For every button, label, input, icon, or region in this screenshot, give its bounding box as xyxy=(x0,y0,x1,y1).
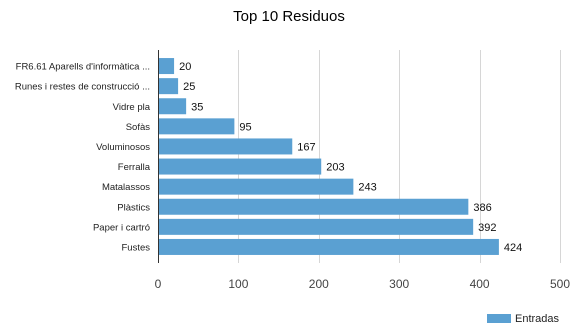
x-tick-label: 0 xyxy=(155,277,162,291)
value-label: 386 xyxy=(473,202,491,214)
bar xyxy=(159,58,175,75)
chart-title: Top 10 Residuos xyxy=(233,8,345,25)
category-labels: FR6.61 Aparells d'informàtica ... Runes i… xyxy=(15,62,151,254)
bar xyxy=(159,158,322,175)
x-axis-tick-labels: 0 100 200 300 400 500 xyxy=(155,277,571,291)
category-label: Voluminosos xyxy=(96,142,150,153)
value-label: 20 xyxy=(179,61,191,73)
gridlines xyxy=(158,50,561,263)
value-label: 243 xyxy=(358,182,376,194)
category-label: Plàstics xyxy=(117,202,150,213)
value-label: 25 xyxy=(183,81,195,93)
bar xyxy=(159,98,187,115)
category-label: FR6.61 Aparells d'informàtica ... xyxy=(16,62,150,73)
value-label: 424 xyxy=(504,242,522,254)
category-label: Fustes xyxy=(121,242,150,253)
category-label: Vidre pla xyxy=(113,102,151,113)
x-tick-label: 200 xyxy=(309,277,329,291)
bars xyxy=(159,58,499,255)
x-tick-label: 100 xyxy=(228,277,248,291)
category-label: Paper i cartró xyxy=(93,222,150,233)
value-label: 95 xyxy=(239,121,251,133)
legend-swatch xyxy=(487,314,511,323)
value-label: 203 xyxy=(326,162,344,174)
bar xyxy=(159,138,293,155)
category-label: Matalassos xyxy=(102,182,150,193)
x-tick-label: 500 xyxy=(550,277,570,291)
value-label: 35 xyxy=(191,101,203,113)
bar xyxy=(159,78,179,95)
bar xyxy=(159,178,354,195)
category-label: Ferralla xyxy=(118,162,151,173)
x-tick-label: 400 xyxy=(470,277,490,291)
category-label: Sofàs xyxy=(126,122,151,133)
value-label: 392 xyxy=(478,222,496,234)
bar xyxy=(159,238,499,255)
bar xyxy=(159,218,474,235)
bar xyxy=(159,118,235,135)
value-label: 167 xyxy=(297,141,315,153)
legend: Entradas xyxy=(487,313,560,325)
category-label: Runes i restes de construcció ... xyxy=(15,82,150,93)
legend-label: Entradas xyxy=(515,313,560,325)
value-labels: 20 25 35 95 167 203 243 386 392 424 xyxy=(179,61,522,254)
bar xyxy=(159,198,469,215)
x-tick-label: 300 xyxy=(389,277,409,291)
